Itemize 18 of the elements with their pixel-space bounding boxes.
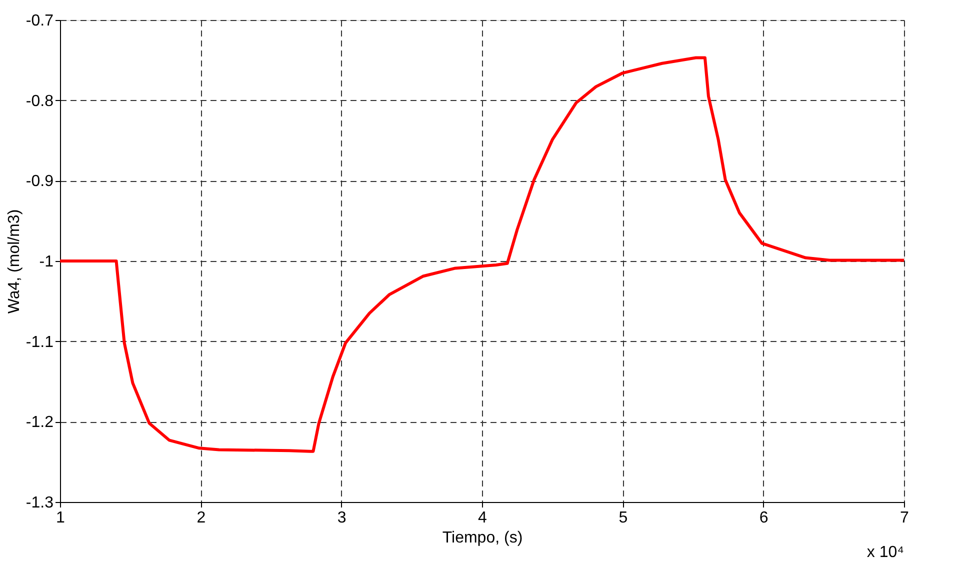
x-tick-label: 4	[478, 510, 488, 526]
text: x 10⁴	[866, 544, 904, 561]
y-tick-label: -0.9	[26, 173, 54, 190]
x-axis-title: Tiempo, (s)	[442, 530, 523, 546]
x-tick-label: 6	[759, 510, 768, 526]
x-tick-label: 5	[618, 510, 628, 526]
x-tick-label: 1	[56, 510, 66, 526]
x-tick-label: 2	[196, 510, 206, 526]
y-tick-label: -1.3	[26, 494, 54, 512]
y-tick-label: -0.8	[26, 92, 54, 110]
x-tick-label: 7	[900, 510, 910, 526]
y-tick-label: -1.2	[26, 414, 54, 432]
y-axis-title: Wa4, (mol/m3)	[6, 209, 23, 314]
x-tick-label: 3	[337, 510, 346, 526]
y-tick-label: -1.1	[26, 334, 54, 351]
y-tick-label: -1	[39, 254, 54, 270]
y-tick-label: -0.7	[26, 12, 54, 30]
line-series	[60, 56, 904, 453]
